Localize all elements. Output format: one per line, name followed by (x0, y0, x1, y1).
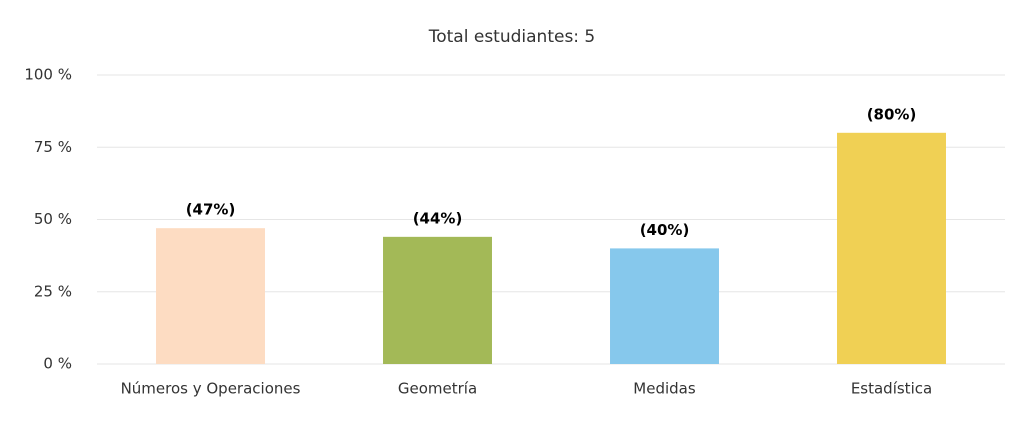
x-tick-label: Geometría (398, 380, 477, 398)
bar (383, 236, 492, 364)
y-tick-label: 100 % (24, 66, 72, 84)
x-tick-label: Medidas (633, 380, 696, 398)
value-label: (40%) (640, 221, 690, 239)
y-tick-label: 25 % (34, 282, 72, 300)
y-tick-label: 50 % (34, 210, 72, 228)
value-label: (44%) (413, 209, 463, 227)
y-tick-label: 75 % (34, 138, 72, 156)
chart-title: Total estudiantes: 5 (428, 27, 596, 47)
bar (610, 248, 719, 364)
x-tick-label: Números y Operaciones (121, 380, 301, 398)
value-label: (80%) (867, 105, 917, 123)
x-tick-label: Estadística (851, 380, 932, 398)
bar (837, 132, 946, 364)
value-label: (47%) (186, 201, 236, 219)
y-tick-label: 0 % (43, 355, 72, 373)
bar (156, 228, 265, 364)
